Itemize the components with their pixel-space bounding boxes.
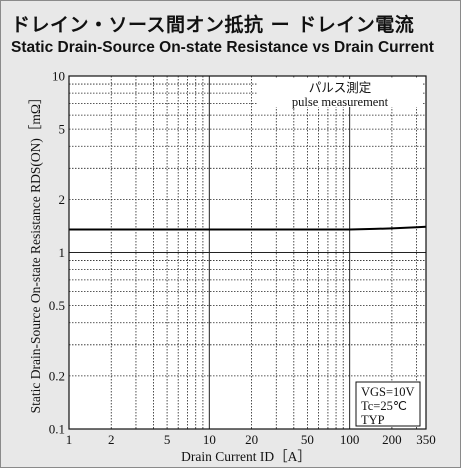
chart-title-japanese: ドレイン・ソース間オン抵抗 ー ドレイン電流 (11, 14, 415, 36)
y-tick-label: 0.2 (49, 368, 65, 383)
x-axis-label: Drain Current ID［A］ (181, 449, 311, 464)
tick-labels: 1 2 5 10 20 50 100 200 350 0.1 0.2 0.5 1 2 5 10 (49, 69, 436, 448)
measurement-note-ja: パルス測定 (309, 80, 372, 95)
x-tick-label: 10 (203, 432, 216, 447)
y-tick-label: 0.5 (49, 298, 65, 313)
y-tick-label: 1 (59, 245, 66, 260)
condition-vgs: VGS=10V (361, 385, 415, 399)
x-tick-label: 2 (108, 432, 115, 447)
x-tick-label: 200 (382, 432, 402, 447)
measurement-note-bg (258, 79, 422, 107)
x-tick-label: 100 (340, 432, 360, 447)
y-tick-label: 0.1 (49, 422, 65, 437)
series-line (69, 225, 427, 231)
x-tick-label: 20 (245, 432, 258, 447)
measurement-note-en: pulse measurement (292, 95, 389, 109)
x-tick-label: 1 (66, 432, 73, 447)
plot-border (68, 75, 427, 430)
x-tick-label: 350 (416, 432, 436, 447)
y-tick-label: 2 (59, 192, 66, 207)
y-tick-label: 5 (59, 122, 66, 137)
x-tick-label: 50 (301, 432, 314, 447)
x-tick-label: 5 (164, 432, 171, 447)
condition-typ: TYP (361, 413, 385, 427)
conditions-box (355, 381, 421, 427)
y-axis-label: Static Drain-Source On-state Resistance … (28, 91, 43, 414)
series-group (69, 225, 427, 231)
y-tick-label: 10 (52, 69, 65, 84)
condition-tc: Tc=25℃ (361, 399, 407, 413)
chart-title-english: Static Drain-Source On-state Resistance … (11, 39, 434, 56)
